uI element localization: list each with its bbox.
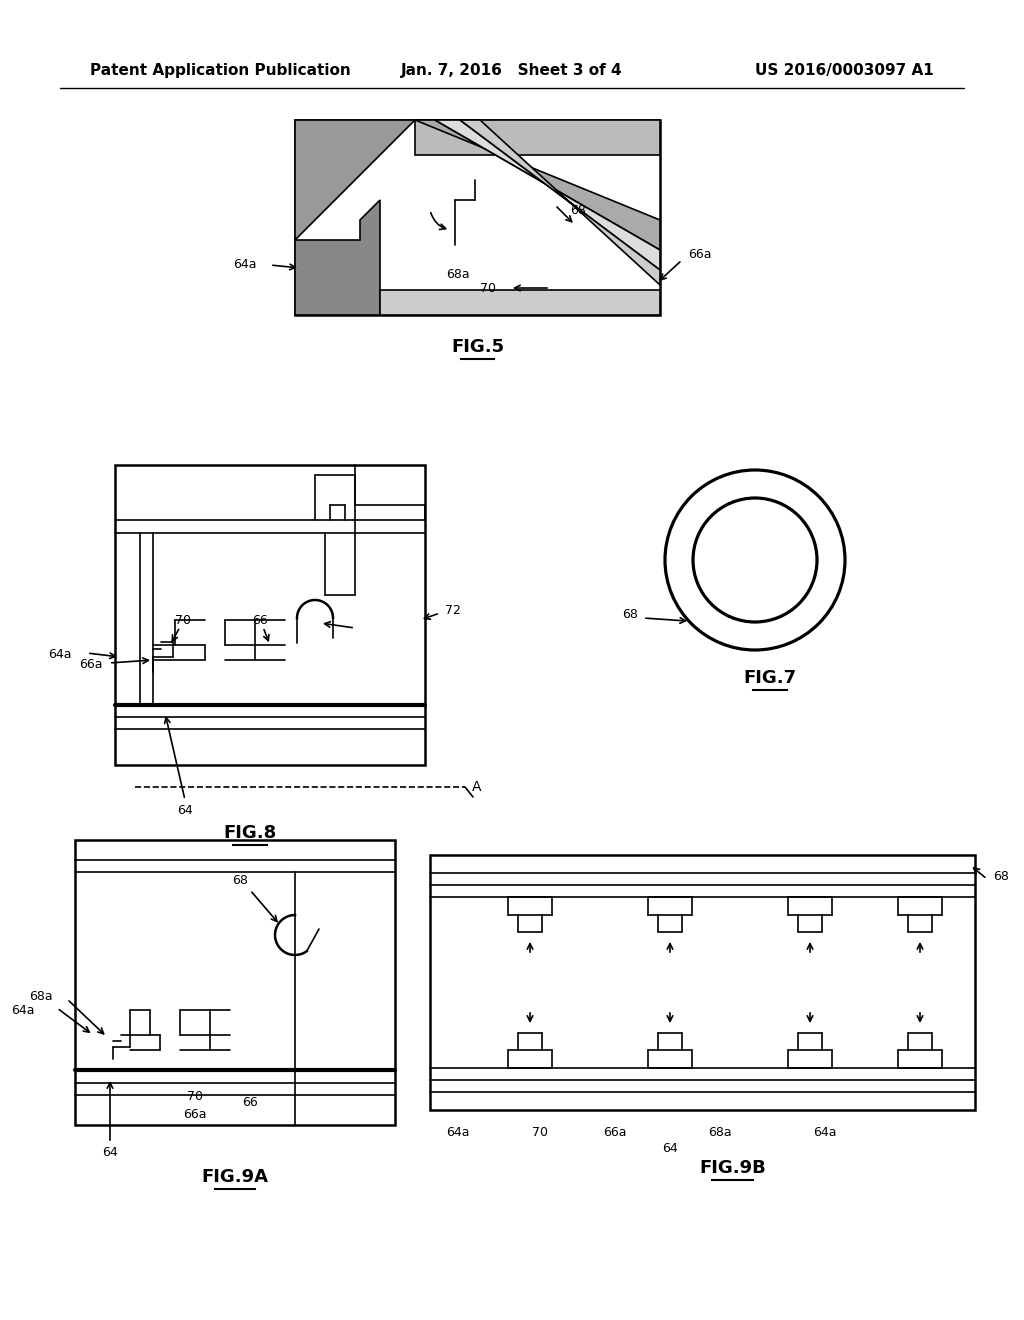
Text: FIG.9B: FIG.9B bbox=[699, 1159, 766, 1177]
Text: US 2016/0003097 A1: US 2016/0003097 A1 bbox=[756, 62, 934, 78]
Text: 70: 70 bbox=[480, 281, 496, 294]
Text: 68: 68 bbox=[570, 203, 586, 216]
Bar bbox=[115, 465, 425, 766]
Polygon shape bbox=[380, 290, 660, 315]
Text: FIG.8: FIG.8 bbox=[223, 824, 276, 842]
Text: 66a: 66a bbox=[80, 659, 103, 672]
Text: Patent Application Publication: Patent Application Publication bbox=[90, 62, 351, 78]
Text: 66: 66 bbox=[242, 1097, 258, 1110]
Bar bbox=[295, 120, 660, 315]
Text: 68a: 68a bbox=[30, 990, 53, 1003]
Text: A: A bbox=[472, 780, 481, 795]
Text: 68: 68 bbox=[993, 870, 1009, 883]
Text: 64a: 64a bbox=[813, 1126, 837, 1138]
Text: 70: 70 bbox=[532, 1126, 548, 1138]
Text: 68: 68 bbox=[232, 874, 248, 887]
Text: 66a: 66a bbox=[183, 1109, 207, 1122]
Text: 72: 72 bbox=[445, 603, 461, 616]
Text: 64a: 64a bbox=[11, 1003, 35, 1016]
Text: FIG.9A: FIG.9A bbox=[202, 1168, 268, 1185]
Text: Jan. 7, 2016   Sheet 3 of 4: Jan. 7, 2016 Sheet 3 of 4 bbox=[401, 62, 623, 78]
Text: FIG.5: FIG.5 bbox=[451, 338, 504, 356]
Polygon shape bbox=[415, 120, 660, 249]
Text: 68a: 68a bbox=[446, 268, 470, 281]
Text: 64a: 64a bbox=[446, 1126, 470, 1138]
Text: 66: 66 bbox=[252, 614, 268, 627]
Bar bbox=[75, 840, 395, 1125]
Text: 64a: 64a bbox=[48, 648, 72, 661]
Text: 70: 70 bbox=[187, 1090, 203, 1104]
Text: 70: 70 bbox=[175, 614, 191, 627]
Text: 64: 64 bbox=[102, 1147, 118, 1159]
Bar bbox=[430, 855, 975, 1110]
Polygon shape bbox=[295, 120, 415, 240]
Text: FIG.7: FIG.7 bbox=[743, 669, 797, 686]
Text: 64: 64 bbox=[177, 804, 193, 817]
Text: 64: 64 bbox=[663, 1142, 678, 1155]
Text: 66a: 66a bbox=[603, 1126, 627, 1138]
Polygon shape bbox=[415, 120, 660, 154]
Polygon shape bbox=[435, 120, 660, 271]
Text: 64a: 64a bbox=[233, 259, 257, 272]
Text: 68: 68 bbox=[622, 609, 638, 622]
Text: 66a: 66a bbox=[688, 248, 712, 261]
Text: 68a: 68a bbox=[709, 1126, 732, 1138]
Polygon shape bbox=[460, 120, 660, 285]
Polygon shape bbox=[295, 201, 380, 315]
